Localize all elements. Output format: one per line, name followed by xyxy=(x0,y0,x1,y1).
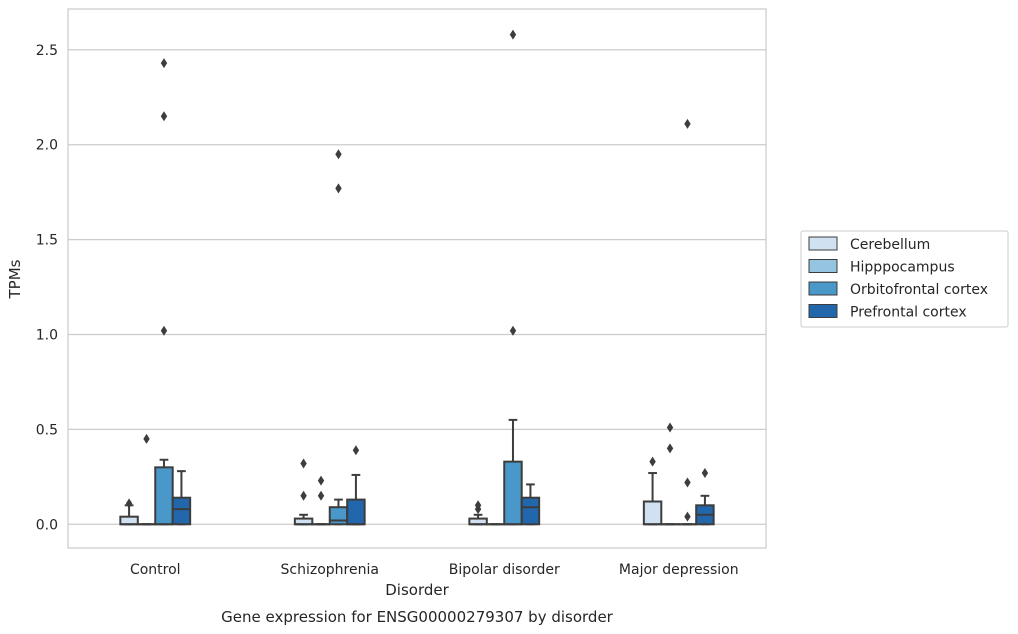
box-iqr xyxy=(119,515,139,526)
x-axis-label: Disorder xyxy=(385,581,449,599)
outlier-point xyxy=(317,475,325,486)
box-cerebellum xyxy=(119,498,139,526)
outlier-point xyxy=(160,325,168,336)
outlier-point xyxy=(701,468,709,479)
outlier-point xyxy=(335,149,342,160)
legend-swatch xyxy=(808,304,838,318)
box-iqr xyxy=(642,500,663,526)
outlier-point xyxy=(300,458,307,469)
outlier-point xyxy=(143,433,150,444)
outlier-point xyxy=(160,111,168,122)
box-prefrontal-cortex xyxy=(346,445,366,526)
outlier-point xyxy=(352,445,360,456)
box-iqr xyxy=(328,506,349,526)
outlier-point xyxy=(666,443,674,454)
box-iqr xyxy=(154,466,174,526)
outlier-point xyxy=(160,58,168,69)
x-tick-label: Control xyxy=(130,562,181,578)
outlier-point xyxy=(125,498,133,509)
box-prefrontal-cortex xyxy=(171,470,192,526)
outlier-point xyxy=(509,29,517,40)
box-orbitofrontal-cortex xyxy=(503,29,523,526)
box-hipppocampus xyxy=(136,433,157,526)
outlier-point xyxy=(509,325,517,336)
x-axis-ticks: Control Schizophrenia Bipolar disorder Majo… xyxy=(130,562,739,578)
legend-swatch xyxy=(808,236,838,251)
x-tick-label: Major depression xyxy=(619,562,739,578)
box-cerebellum xyxy=(293,458,314,526)
outlier-point xyxy=(684,511,691,522)
y-tick-label: 0.5 xyxy=(36,422,58,438)
y-tick-label: 2.5 xyxy=(36,43,58,59)
box-iqr xyxy=(503,460,523,526)
box-cerebellum xyxy=(468,500,488,526)
outlier-point xyxy=(649,456,656,467)
y-axis-label: TPMs xyxy=(6,259,24,299)
chart-caption: Gene expression for ENSG00000279307 by d… xyxy=(221,608,614,626)
plot-area-frame xyxy=(67,8,767,549)
legend-swatch xyxy=(808,259,838,273)
outlier-point xyxy=(684,118,691,129)
legend-swatch xyxy=(808,281,838,296)
box-marks xyxy=(119,29,715,526)
y-tick-label: 2.0 xyxy=(36,138,58,154)
outlier-point xyxy=(317,490,325,501)
box-iqr xyxy=(520,496,541,526)
outlier-point xyxy=(684,477,691,488)
box-iqr xyxy=(346,498,366,526)
box-orbitofrontal-cortex xyxy=(677,118,698,526)
y-axis-ticks: 0.0 0.5 1.0 1.5 2.0 2.5 xyxy=(36,43,58,533)
outlier-point xyxy=(335,183,342,194)
outlier-point xyxy=(474,500,482,511)
box-orbitofrontal-cortex xyxy=(328,149,349,526)
box-hipppocampus xyxy=(660,422,680,526)
box-orbitofrontal-cortex xyxy=(154,58,174,526)
box-hipppocampus xyxy=(311,475,331,526)
legend-label: Prefrontal cortex xyxy=(850,305,967,321)
gridlines xyxy=(68,49,766,525)
y-tick-label: 1.5 xyxy=(36,233,58,249)
box-iqr xyxy=(171,496,192,526)
legend-label: Hipppocampus xyxy=(850,260,955,276)
x-tick-label: Schizophrenia xyxy=(281,562,379,578)
legend-label: Orbitofrontal cortex xyxy=(850,282,988,298)
x-tick-label: Bipolar disorder xyxy=(449,562,560,578)
box-prefrontal-cortex xyxy=(520,483,541,526)
legend: Cerebellum Hipppocampus Orbitofrontal cort… xyxy=(800,230,1009,328)
outlier-point xyxy=(666,422,674,433)
y-tick-label: 0.0 xyxy=(36,517,58,533)
y-tick-label: 1.0 xyxy=(36,327,58,343)
outlier-point xyxy=(300,490,307,501)
box-cerebellum xyxy=(642,456,663,526)
box-prefrontal-cortex xyxy=(695,468,715,526)
legend-frame xyxy=(800,230,1009,328)
legend-label: Cerebellum xyxy=(850,237,930,253)
